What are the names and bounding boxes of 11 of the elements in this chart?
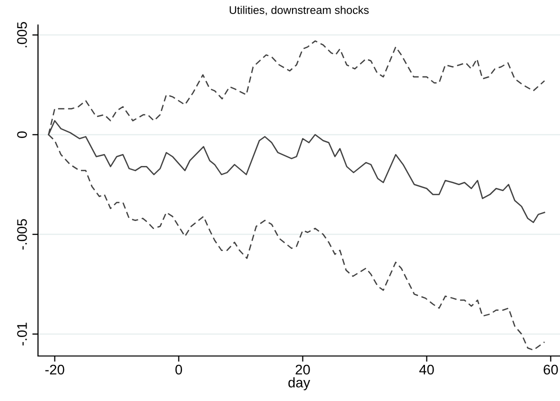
x-tick-label: 60 — [544, 364, 558, 375]
x-tick-label: 20 — [296, 364, 310, 375]
x-tick-label: -20 — [45, 364, 64, 375]
y-tick-label: .005 — [17, 22, 27, 48]
x-tick-label: 40 — [419, 364, 434, 375]
x-axis-title: day — [288, 377, 310, 390]
y-tick-label: 0 — [17, 131, 27, 138]
y-tick-label: -.005 — [17, 219, 27, 250]
x-tick-label: 0 — [175, 364, 182, 375]
y-tick-label: -.01 — [17, 322, 27, 346]
chart-title: Utilities, downstream shocks — [230, 6, 369, 16]
